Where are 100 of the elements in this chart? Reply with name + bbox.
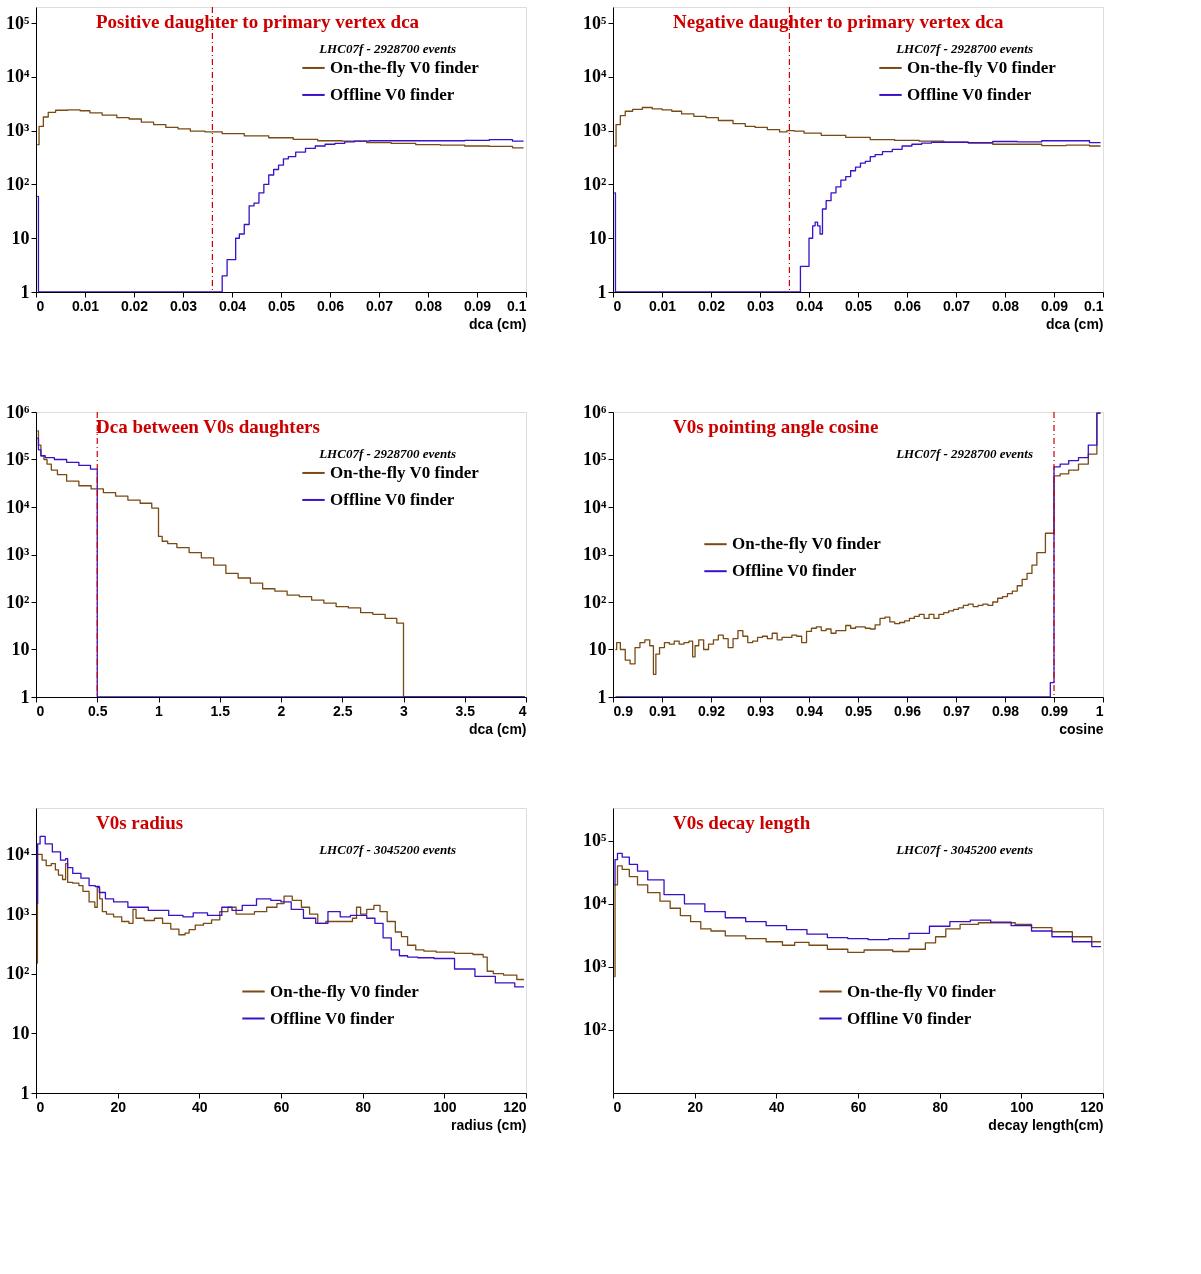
legend-label: Offline V0 finder — [330, 84, 455, 104]
x-tick-label: 0.1 — [507, 297, 527, 314]
y-tick-label: 10 — [11, 639, 30, 659]
x-tick-label: 0.03 — [746, 297, 775, 314]
x-tick-label: 0.04 — [795, 297, 824, 314]
x-tick-label: 0.01 — [71, 297, 100, 314]
legend-label: Offline V0 finder — [732, 561, 857, 581]
y-tick-label: 10⁶ — [583, 401, 608, 422]
x-tick-label: 0 — [36, 297, 45, 314]
x-axis-title: dca (cm) — [468, 315, 527, 332]
x-tick-label: 0.07 — [942, 297, 971, 314]
x-tick-label: 0.05 — [267, 297, 296, 314]
annotation: LHC07f - 3045200 events — [318, 842, 456, 857]
y-tick-label: 10² — [583, 591, 607, 612]
x-tick-label: 100 — [1010, 1098, 1034, 1115]
y-tick-label: 10⁴ — [583, 66, 608, 87]
chart-title: Negative daughter to primary vertex dca — [673, 11, 1004, 32]
x-tick-label: 0.07 — [365, 297, 394, 314]
y-tick-label: 10³ — [6, 903, 31, 924]
x-tick-label: 0 — [36, 1098, 45, 1115]
y-tick-label: 10⁴ — [583, 893, 608, 914]
x-axis-title: dca (cm) — [468, 720, 527, 737]
legend-label: On-the-fly V0 finder — [907, 57, 1057, 77]
chart-title: Dca between V0s daughters — [96, 416, 320, 437]
x-tick-label: 0.09 — [463, 297, 492, 314]
x-axis-title: radius (cm) — [451, 1116, 527, 1133]
y-tick-label: 10³ — [583, 956, 608, 977]
x-tick-label: 0.06 — [316, 297, 345, 314]
x-tick-label: 120 — [1080, 1098, 1104, 1115]
x-axis-title: dca (cm) — [1045, 315, 1104, 332]
x-tick-label: 0.03 — [169, 297, 198, 314]
legend-label: On-the-fly V0 finder — [330, 462, 480, 482]
y-tick-label: 10 — [588, 639, 607, 659]
x-axis-title: cosine — [1059, 720, 1104, 737]
x-tick-label: 1 — [155, 702, 164, 719]
x-tick-label: 0.05 — [844, 297, 873, 314]
x-tick-label: 0.92 — [697, 702, 726, 719]
legend-label: On-the-fly V0 finder — [732, 534, 882, 554]
y-tick-label: 10⁵ — [583, 449, 608, 469]
x-tick-label: 0.1 — [1084, 297, 1104, 314]
legend-label: Offline V0 finder — [270, 1008, 395, 1028]
y-tick-label: 10⁵ — [6, 449, 31, 469]
x-tick-label: 40 — [192, 1098, 208, 1115]
legend-label: Offline V0 finder — [847, 1008, 972, 1028]
x-tick-label: 0.08 — [991, 297, 1020, 314]
x-tick-label: 20 — [687, 1098, 704, 1115]
x-tick-label: 100 — [433, 1098, 457, 1115]
chart-title: V0s pointing angle cosine — [673, 416, 879, 437]
x-tick-label: 0.91 — [648, 702, 677, 719]
y-tick-label: 10² — [6, 591, 30, 612]
y-tick-label: 10⁵ — [583, 12, 608, 33]
x-tick-label: 4 — [518, 702, 527, 719]
x-tick-label: 1.5 — [210, 702, 231, 719]
legend-label: Offline V0 finder — [330, 489, 455, 509]
x-tick-label: 3.5 — [455, 702, 476, 719]
x-tick-label: 0.04 — [218, 297, 247, 314]
x-tick-label: 20 — [110, 1098, 127, 1115]
legend-label: On-the-fly V0 finder — [847, 981, 997, 1001]
x-tick-label: 80 — [932, 1098, 949, 1115]
y-tick-label: 10 — [11, 227, 30, 248]
y-tick-label: 10³ — [583, 544, 608, 564]
annotation: LHC07f - 2928700 events — [895, 446, 1033, 461]
y-tick-label: 10⁶ — [6, 401, 31, 422]
x-tick-label: 0.5 — [88, 702, 108, 719]
x-tick-label: 0.93 — [746, 702, 775, 719]
x-tick-label: 0.08 — [414, 297, 443, 314]
x-tick-label: 120 — [503, 1098, 527, 1115]
x-tick-label: 0.99 — [1040, 702, 1069, 719]
y-tick-label: 10² — [583, 1019, 607, 1040]
y-tick-label: 10⁴ — [6, 496, 31, 517]
x-tick-label: 0.02 — [697, 297, 726, 314]
annotation: LHC07f - 2928700 events — [895, 41, 1033, 56]
x-tick-label: 0.02 — [120, 297, 149, 314]
y-tick-label: 10 — [588, 227, 607, 248]
x-tick-label: 0 — [613, 1098, 622, 1115]
x-tick-label: 80 — [355, 1098, 372, 1115]
x-tick-label: 0 — [613, 297, 622, 314]
legend-label: On-the-fly V0 finder — [270, 981, 420, 1001]
x-tick-label: 2.5 — [333, 702, 353, 719]
y-tick-label: 10⁴ — [583, 496, 608, 517]
y-tick-label: 10² — [583, 173, 607, 194]
y-tick-label: 10² — [6, 963, 30, 984]
x-tick-label: 0.97 — [942, 702, 971, 719]
y-tick-label: 10⁵ — [6, 12, 31, 33]
x-tick-label: 60 — [273, 1098, 290, 1115]
x-tick-label: 0.94 — [795, 702, 824, 719]
x-tick-label: 0 — [36, 702, 45, 719]
y-tick-label: 10³ — [6, 544, 31, 564]
x-tick-label: 40 — [769, 1098, 785, 1115]
y-tick-label: 10³ — [583, 120, 608, 141]
x-axis-title: decay length(cm) — [988, 1116, 1104, 1133]
y-tick-label: 10⁴ — [6, 843, 31, 864]
y-tick-label: 10² — [6, 173, 30, 194]
chart-title: V0s radius — [96, 812, 184, 833]
x-tick-label: 60 — [850, 1098, 867, 1115]
x-tick-label: 0.06 — [893, 297, 922, 314]
y-tick-label: 10⁴ — [6, 66, 31, 87]
x-tick-label: 2 — [277, 702, 286, 719]
y-tick-label: 10³ — [6, 120, 31, 141]
x-tick-label: 1 — [1095, 702, 1104, 719]
